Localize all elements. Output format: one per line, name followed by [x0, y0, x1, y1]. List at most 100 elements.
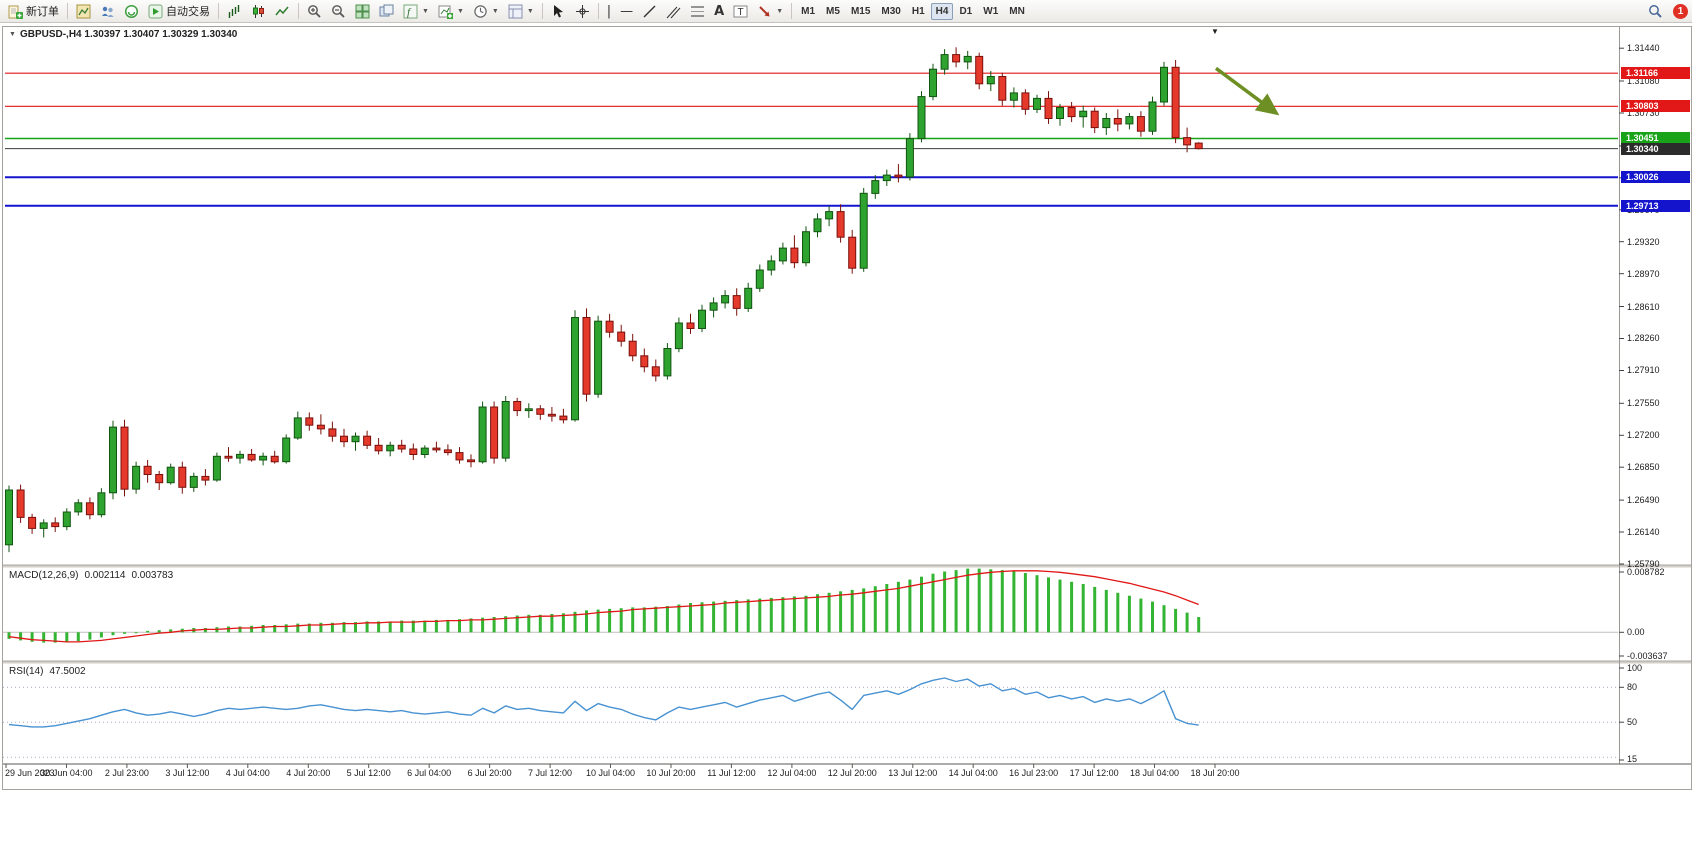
periods-button[interactable]: ▼	[469, 2, 503, 21]
template-icon	[508, 4, 523, 19]
community-icon	[124, 4, 139, 19]
auto-trading-icon	[148, 4, 163, 19]
time-scale[interactable]: 29 Jun 2023 30 Jun 04:00 2 Jul 23:00 3 Jul …	[3, 765, 1691, 789]
time-axis-label: 12 Jul 04:00	[767, 768, 817, 778]
price-scale-label: 1.28260	[1627, 333, 1660, 344]
candlestick-chart-button[interactable]	[247, 2, 270, 21]
horizontal-line-icon: —	[620, 3, 634, 19]
chart-window: ▼ GBPUSD-,H4 1.30397 1.30407 1.30329 1.3…	[2, 26, 1692, 790]
profiles-button[interactable]	[96, 2, 119, 21]
timeframe-m1-button[interactable]: M1	[796, 3, 820, 20]
time-axis-label: 18 Jul 20:00	[1190, 768, 1240, 778]
macd-histogram	[7, 568, 1201, 643]
candlestick-series	[5, 47, 1203, 553]
rsi-scale-label: 50	[1627, 717, 1638, 728]
time-axis-label: 11 Jul 12:00	[707, 768, 756, 778]
new-order-icon	[8, 4, 23, 19]
vertical-line-button[interactable]: |	[603, 2, 615, 21]
text-label-icon: T	[733, 4, 748, 19]
rsi-indicator-label: RSI(14) 47.5002	[9, 666, 86, 677]
zoom-in-button[interactable]	[303, 2, 326, 21]
timeframe-h4-button[interactable]: H4	[930, 2, 954, 20]
channel-button[interactable]	[662, 2, 685, 21]
time-axis-label: 4 Jul 20:00	[286, 768, 331, 778]
templates-button[interactable]: ▼	[504, 2, 538, 21]
cursor-button[interactable]	[547, 2, 570, 21]
price-scale-label: 1.31440	[1627, 43, 1660, 54]
new-order-button[interactable]: 新订单	[4, 2, 63, 21]
time-axis-label: 3 Jul 12:00	[165, 768, 210, 778]
arrange-windows-button[interactable]	[375, 2, 398, 21]
community-button[interactable]	[120, 2, 143, 21]
timeframe-w1-button[interactable]: W1	[978, 3, 1003, 20]
time-axis-label: 16 Jul 23:00	[1009, 768, 1059, 778]
pane-separator[interactable]	[3, 564, 1691, 664]
time-axis-label: 10 Jul 04:00	[585, 768, 636, 778]
expand-triangle-icon[interactable]: ▼	[9, 31, 16, 38]
price-scale-label: 1.28970	[1627, 268, 1660, 279]
trendline-button[interactable]	[638, 2, 661, 21]
text-label-button[interactable]: T	[729, 2, 752, 21]
horizontal-line-button[interactable]: —	[616, 2, 637, 21]
price-scale-label: 1.31080	[1627, 76, 1660, 87]
fibonacci-icon	[690, 4, 705, 19]
price-scale-label: 1.25790	[1627, 559, 1660, 569]
notification-badge[interactable]: 1	[1673, 3, 1688, 19]
bar-chart-button[interactable]	[223, 2, 246, 21]
macd-signal-line	[8, 570, 1199, 643]
search-button[interactable]	[1644, 2, 1667, 21]
dropdown-arrow-icon: ▼	[491, 7, 499, 15]
toolbar-separator	[791, 3, 793, 19]
charts-button[interactable]	[72, 2, 95, 21]
macd-indicator-label: MACD(12,26,9) 0.002114 0.003783	[9, 570, 173, 581]
timeframe-mn-button[interactable]: MN	[1004, 3, 1030, 20]
price-scale[interactable]: 1.31440 1.31080 1.30730 1.30370 1.30020 1.296…	[1620, 27, 1691, 764]
auto-trading-button[interactable]: 自动交易	[144, 2, 214, 21]
vertical-line-icon: |	[606, 3, 612, 19]
zoom-out-button[interactable]	[327, 2, 350, 21]
chart-shift-marker[interactable]: ▼	[1211, 27, 1219, 36]
channel-icon	[666, 4, 681, 19]
shapes-button[interactable]: ▼	[753, 2, 787, 21]
tile-windows-button[interactable]	[351, 2, 374, 21]
rsi-scale-label: 80	[1627, 682, 1638, 693]
time-axis-label: 10 Jul 20:00	[646, 768, 696, 778]
timeframe-m30-button[interactable]: M30	[876, 3, 905, 20]
tile-windows-icon	[355, 4, 370, 19]
time-axis-label: 6 Jul 04:00	[407, 768, 452, 778]
arrange-windows-icon	[379, 4, 394, 19]
search-icon	[1648, 4, 1663, 19]
toolbar: 新订单 自动交易 f ▼ ▼ ▼ ▼ | — A T ▼	[0, 0, 1692, 23]
price-scale-label: 1.27550	[1627, 398, 1660, 409]
chart-plot-area[interactable]	[3, 27, 1691, 789]
macd-scale-label: 0.00	[1627, 627, 1645, 638]
price-scale-label: 1.29320	[1627, 236, 1660, 247]
crosshair-icon	[575, 4, 590, 19]
macd-signal-value: 0.003783	[131, 570, 174, 581]
timeframe-m15-button[interactable]: M15	[846, 3, 875, 20]
new-order-label: 新订单	[26, 6, 59, 18]
timeframe-h1-button[interactable]: H1	[907, 3, 930, 20]
cursor-icon	[551, 4, 566, 19]
toolbar-separator	[597, 3, 599, 19]
new-chart-icon	[438, 4, 453, 19]
timeframe-d1-button[interactable]: D1	[954, 3, 977, 20]
macd-scale-label: 0.008782	[1627, 567, 1665, 577]
timeframe-m5-button[interactable]: M5	[821, 3, 845, 20]
rsi-line	[8, 677, 1199, 728]
text-button[interactable]: A	[710, 2, 728, 21]
line-chart-button[interactable]	[271, 2, 294, 21]
time-axis-label: 29 Jun 2023	[5, 768, 55, 778]
auto-trading-label: 自动交易	[166, 6, 210, 18]
fibonacci-button[interactable]	[686, 2, 709, 21]
horizontal-line-objects[interactable]	[5, 72, 1618, 207]
indicators-button[interactable]: f ▼	[399, 2, 433, 21]
dropdown-arrow-icon: ▼	[526, 7, 534, 15]
trend-arrow-annotation[interactable]	[1214, 66, 1280, 116]
time-axis-label: 14 Jul 04:00	[948, 768, 998, 778]
new-chart-button[interactable]: ▼	[434, 2, 468, 21]
macd-main-value: 0.002114	[84, 570, 126, 581]
crosshair-button[interactable]	[571, 2, 594, 21]
time-axis-label: 18 Jul 04:00	[1130, 768, 1180, 778]
